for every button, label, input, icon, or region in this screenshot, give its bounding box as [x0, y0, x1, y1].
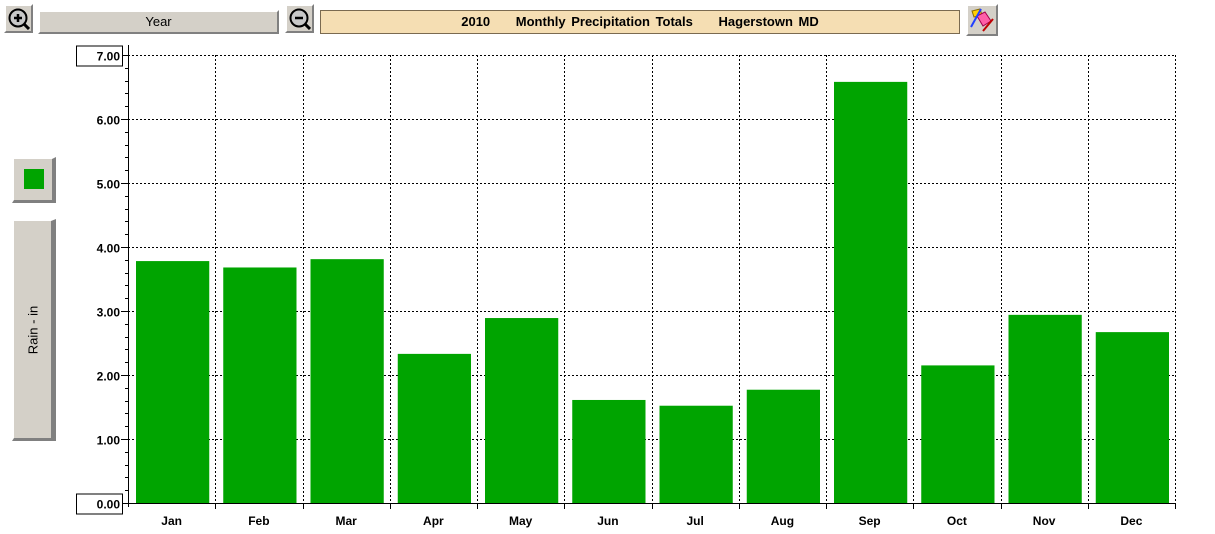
y-limit-box: [76, 45, 123, 67]
x-tick-label: Nov: [1033, 514, 1056, 528]
y-tick-label: 1.00: [97, 434, 121, 448]
zoom-out-icon: [289, 8, 311, 30]
x-tick-label: Jan: [161, 514, 182, 528]
x-tick-label: Apr: [423, 514, 444, 528]
bar-dec: [1095, 332, 1169, 503]
eraser-icon: [970, 8, 994, 32]
bar-jul: [659, 405, 733, 503]
y-tick-label: 4.00: [97, 242, 121, 256]
chart-title-bar: 2010 Monthly Precipitation Totals Hagers…: [320, 10, 960, 34]
series-color-swatch: [24, 169, 44, 189]
bar-mar: [310, 259, 384, 503]
bar-nov: [1008, 314, 1082, 503]
y-limit-box: [76, 493, 123, 515]
clear-button[interactable]: [966, 4, 998, 36]
y-tick-label: 0.00: [97, 498, 121, 512]
y-tick-label: 6.00: [97, 114, 121, 128]
bar-jun: [572, 399, 646, 503]
period-button[interactable]: Year: [38, 10, 279, 34]
y-tick-label: 2.00: [97, 370, 121, 384]
x-tick-label: Aug: [771, 514, 794, 528]
bar-may: [485, 318, 559, 503]
bar-apr: [397, 353, 471, 503]
title-station: Hagerstown MD: [718, 14, 819, 29]
title-year: 2010: [461, 14, 491, 29]
bar-aug: [746, 389, 820, 503]
y-tick-label: 5.00: [97, 178, 121, 192]
x-tick-label: Jun: [597, 514, 618, 528]
zoom-in-icon: [8, 8, 30, 30]
y-tick-label: 3.00: [97, 306, 121, 320]
x-tick-label: May: [509, 514, 533, 528]
y-axis-label-button[interactable]: Rain - in: [12, 219, 56, 441]
x-tick-label: Feb: [248, 514, 269, 528]
bar-sep: [834, 81, 908, 503]
bar-feb: [223, 267, 297, 503]
x-tick-label: Dec: [1120, 514, 1142, 528]
y-tick-label: 7.00: [97, 50, 121, 64]
zoom-out-button[interactable]: [285, 4, 314, 33]
bar-oct: [921, 365, 995, 503]
zoom-in-button[interactable]: [4, 4, 33, 33]
series-legend-button[interactable]: [12, 157, 56, 203]
x-tick-label: Oct: [947, 514, 967, 528]
x-tick-label: Sep: [859, 514, 881, 528]
bar-jan: [136, 261, 210, 503]
title-text: Monthly Precipitation Totals: [515, 14, 693, 29]
x-tick-label: Jul: [686, 514, 703, 528]
x-tick-label: Mar: [335, 514, 357, 528]
